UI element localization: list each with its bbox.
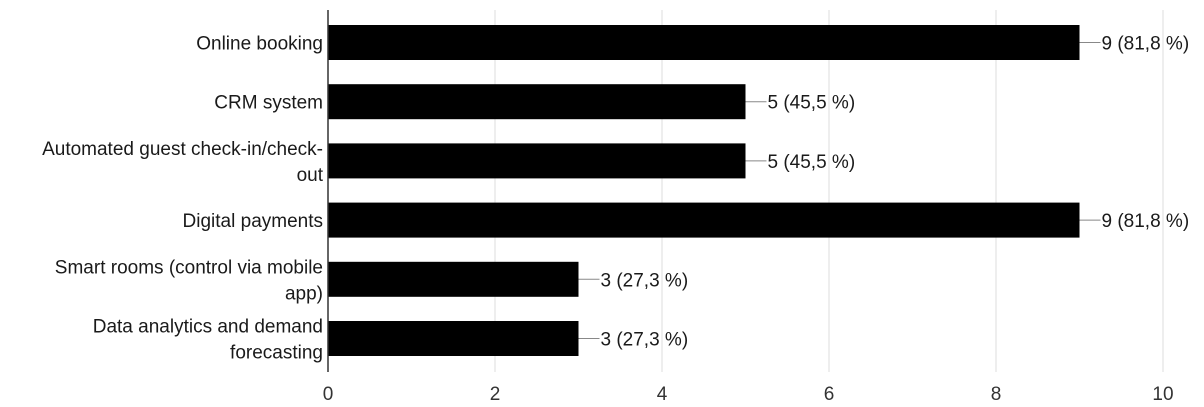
category-label: Smart rooms (control via mobile app) [55, 257, 323, 304]
bar [328, 321, 579, 356]
category-label: Digital payments [183, 211, 323, 232]
data-label: 3 (27,3 %) [601, 330, 689, 351]
category-label: Online booking [196, 34, 323, 55]
x-tick-label: 4 [657, 384, 668, 405]
bar [328, 261, 579, 297]
bar [328, 143, 746, 179]
bar [328, 25, 1080, 60]
x-tick-label: 8 [991, 384, 1002, 405]
x-tick-label: 10 [1152, 384, 1173, 405]
data-labels: 9 (81,8 %) 5 (45,5 %) 5 (45,5 %) 9 (81,8 %)… [601, 34, 1190, 351]
gridlines [494, 10, 1164, 372]
data-label-leaders [578, 42, 1101, 339]
category-labels: Online booking CRM system Automated guest … [42, 34, 324, 364]
data-label: 5 (45,5 %) [768, 152, 856, 173]
x-tick-label: 6 [824, 384, 835, 405]
data-label: 5 (45,5 %) [768, 93, 856, 114]
bar [328, 84, 746, 120]
x-tick-label: 0 [323, 384, 334, 405]
bar [328, 202, 1080, 238]
category-label: Automated guest check-in/check-out [42, 139, 324, 186]
data-label: 3 (27,3 %) [601, 270, 689, 291]
data-label: 9 (81,8 %) [1102, 211, 1190, 232]
category-label: Data analytics and demand forecasting [93, 317, 323, 364]
category-label: CRM system [214, 93, 323, 114]
data-label: 9 (81,8 %) [1102, 34, 1190, 55]
bars [328, 25, 1080, 356]
x-tick-label: 2 [490, 384, 501, 405]
x-axis-tick-labels: 0 2 4 6 8 10 [323, 384, 1174, 405]
